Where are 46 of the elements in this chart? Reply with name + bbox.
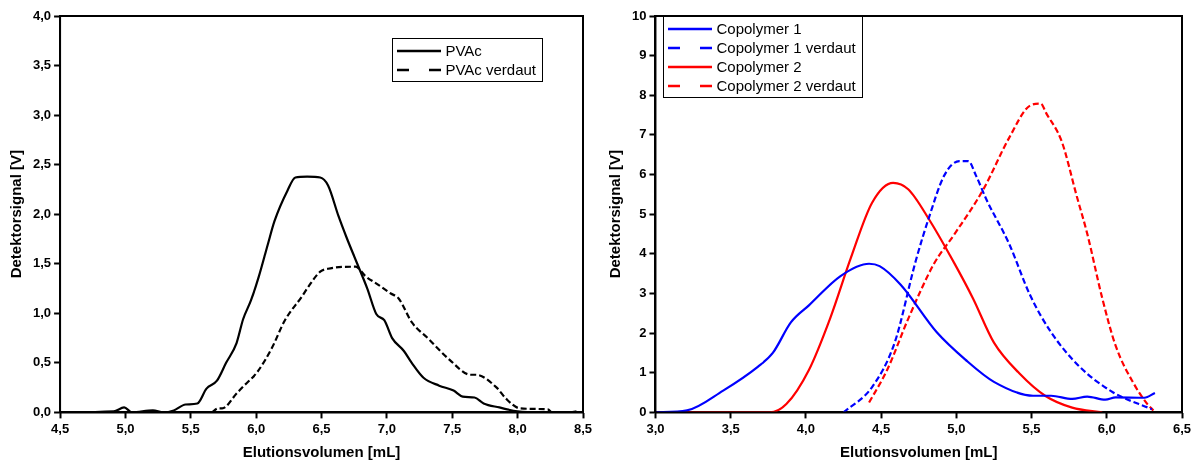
y-tick-label: 10: [631, 7, 647, 23]
x-tick-label: 4,5: [872, 420, 891, 436]
x-tick-label: 8,5: [573, 420, 593, 436]
x-tick-label: 7,0: [377, 420, 396, 436]
y-tick-label: 1,5: [32, 255, 52, 271]
y-tick-label: 3,0: [32, 106, 52, 122]
y-tick-label: 3: [639, 285, 647, 301]
x-tick-label: 4,0: [796, 420, 815, 436]
y-tick-label: 0: [639, 403, 647, 419]
x-tick-label: 5,0: [947, 420, 966, 436]
y-tick-label: 6: [639, 166, 647, 182]
y-axis-title: Detektorsignal [V]: [7, 150, 25, 279]
y-tick-label: 8: [639, 86, 647, 102]
y-axis-title: Detektorsignal [V]: [606, 150, 624, 279]
x-tick-label: 6,0: [247, 420, 266, 436]
legend-label: Copolymer 1: [716, 19, 802, 38]
y-tick-label: 1,0: [32, 304, 52, 320]
legend-label: Copolymer 2: [716, 57, 802, 76]
x-tick-label: 6,5: [1172, 420, 1192, 436]
legend-label: Copolymer 1 verdaut: [716, 38, 856, 57]
x-tick-label: 5,5: [181, 420, 200, 436]
x-tick-label: 5,5: [1022, 420, 1041, 436]
y-tick-label: 0,5: [32, 354, 52, 370]
y-tick-label: 2: [639, 324, 647, 340]
y-tick-label: 1: [639, 364, 647, 380]
y-tick-label: 2,5: [32, 156, 52, 172]
y-tick-label: 4,0: [32, 7, 52, 23]
x-tick-label: 6,5: [312, 420, 331, 436]
y-tick-label: 7: [639, 126, 647, 142]
x-axis-title: Elutionsvolumen [mL]: [839, 443, 998, 461]
legend-label: PVAc verdaut: [445, 60, 536, 79]
x-tick-label: 4,5: [51, 420, 70, 436]
legend-label: Copolymer 2 verdaut: [716, 76, 856, 95]
y-tick-label: 2,0: [32, 205, 52, 221]
x-tick-label: 8,0: [508, 420, 527, 436]
x-tick-label: 6,0: [1097, 420, 1116, 436]
x-tick-label: 3,5: [721, 420, 740, 436]
y-tick-label: 9: [639, 47, 647, 63]
legend-label: PVAc: [445, 41, 482, 60]
y-tick-label: 0,0: [32, 403, 52, 419]
y-tick-label: 4: [639, 245, 648, 261]
x-tick-label: 5,0: [116, 420, 135, 436]
y-tick-label: 3,5: [32, 57, 52, 73]
y-tick-label: 5: [639, 205, 647, 221]
x-axis-title: Elutionsvolumen [mL]: [242, 443, 401, 461]
x-tick-label: 7,5: [443, 420, 462, 436]
